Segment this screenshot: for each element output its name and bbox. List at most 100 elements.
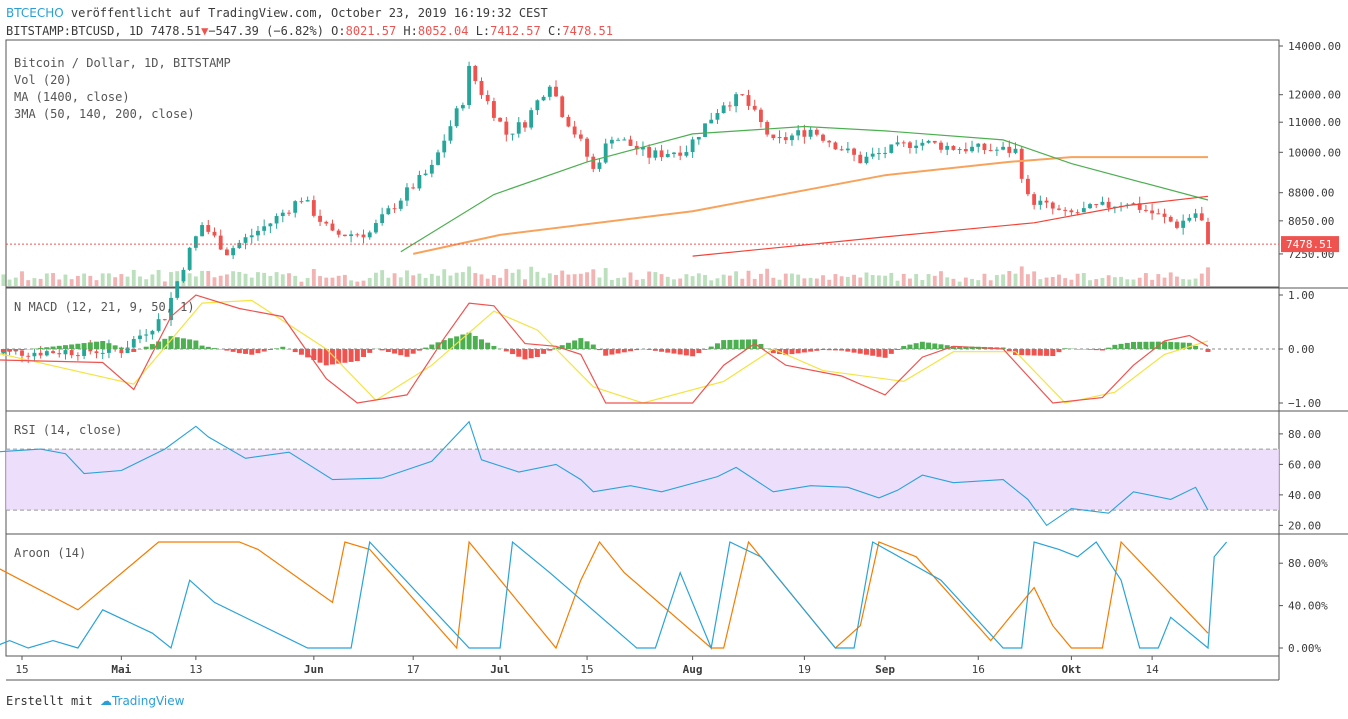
macd-histogram-bar — [820, 349, 826, 350]
macd-histogram-bar — [1118, 343, 1124, 349]
macd-histogram-bar — [0, 349, 6, 353]
volume-bar — [1063, 278, 1068, 286]
volume-bar — [485, 278, 490, 286]
volume-bar — [311, 269, 316, 286]
volume-bar — [734, 271, 739, 286]
volume-bar — [591, 269, 596, 286]
candle — [1094, 204, 1099, 206]
volume-bar — [746, 270, 751, 286]
macd-histogram-bar — [926, 342, 932, 349]
macd-histogram-bar — [516, 349, 522, 357]
volume-bar — [355, 281, 360, 286]
candle — [920, 142, 925, 146]
macd-histogram-bar — [522, 349, 528, 360]
macd-histogram-bar — [938, 344, 944, 349]
volume-bar — [1119, 276, 1123, 286]
candle — [380, 214, 385, 224]
candle — [411, 187, 416, 189]
candle — [1050, 202, 1055, 209]
candle — [1162, 213, 1167, 217]
tradingview-brand[interactable]: TradingView — [111, 694, 185, 708]
macd-histogram-bar — [56, 345, 62, 349]
macd-histogram-bar — [1124, 342, 1130, 349]
candle — [1100, 201, 1105, 205]
time-axis-label: 19 — [798, 663, 811, 676]
candle — [69, 350, 74, 356]
volume-bar — [1057, 274, 1061, 286]
candle — [970, 146, 974, 152]
candle — [746, 95, 751, 106]
macd-histogram-bar — [572, 340, 578, 349]
macd-histogram-bar — [1037, 349, 1043, 356]
volume-bar — [852, 274, 856, 286]
volume-bar — [405, 270, 409, 286]
macd-histogram-bar — [814, 349, 820, 351]
macd-histogram-bar — [634, 349, 640, 351]
macd-histogram-bar — [503, 349, 509, 352]
volume-bar — [69, 279, 74, 286]
volume-bar — [479, 274, 484, 286]
volume-bar — [1001, 274, 1006, 286]
macd-histogram-bar — [652, 349, 658, 351]
candle — [566, 116, 571, 127]
volume-bar — [821, 275, 825, 286]
low-value: 7412.57 — [490, 24, 541, 38]
candle — [622, 139, 627, 141]
macd-histogram-bar — [292, 349, 298, 353]
volume-bars — [1, 266, 1210, 286]
macd-histogram-bar — [907, 344, 913, 349]
volume-bar — [808, 277, 813, 286]
macd-histogram-bar — [447, 338, 453, 349]
macd-histogram-bar — [901, 346, 907, 349]
macd-histogram-bar — [1168, 341, 1174, 349]
volume-bar — [287, 273, 291, 286]
volume-bar — [305, 278, 310, 286]
volume-bar — [454, 272, 459, 286]
candle — [696, 136, 701, 140]
volume-bar — [57, 279, 62, 286]
volume-bar — [1175, 276, 1179, 286]
candle — [541, 96, 546, 101]
last-price-badge — [1281, 236, 1339, 253]
candle — [249, 235, 254, 238]
volume-bar — [20, 271, 24, 286]
macd-histogram-bar — [466, 332, 472, 349]
candle — [684, 152, 689, 156]
candle — [833, 142, 838, 150]
candle — [939, 142, 943, 150]
macd-histogram-bar — [81, 343, 87, 349]
candle — [274, 216, 279, 224]
macd-histogram-bar — [1131, 341, 1136, 349]
candle — [504, 121, 509, 135]
volume-bar — [1206, 267, 1210, 286]
macd-histogram-bar — [280, 346, 286, 349]
volume-bar — [1069, 279, 1074, 286]
volume-bar — [752, 278, 757, 286]
candle — [1026, 178, 1030, 195]
volume-bar — [193, 276, 198, 286]
candle — [1081, 208, 1086, 213]
volume-bar — [88, 275, 93, 286]
volume-bar — [895, 280, 900, 286]
candle — [814, 129, 819, 135]
candle — [38, 352, 43, 356]
candle — [1007, 146, 1012, 153]
macd-histogram-bar — [75, 343, 81, 349]
candle — [727, 105, 732, 107]
macd-histogram-bar — [1019, 349, 1025, 356]
volume-bar — [1106, 275, 1111, 286]
symbol-label: BITSTAMP:BTCUSD, 1D — [6, 24, 144, 38]
candle — [206, 225, 211, 232]
macd-histogram-bar — [479, 339, 484, 349]
candle — [1206, 221, 1210, 245]
candle — [299, 201, 304, 203]
macd-histogram-bar — [199, 345, 205, 349]
time-axis-label: Sep — [875, 663, 895, 676]
macd-histogram-bar — [13, 349, 19, 351]
volume-bar — [777, 279, 782, 286]
macd-histogram-bar — [435, 342, 441, 349]
macd-histogram-bar — [1062, 348, 1068, 349]
aroon-down-line — [0, 540, 1209, 650]
macd-histogram-bar — [702, 349, 708, 350]
